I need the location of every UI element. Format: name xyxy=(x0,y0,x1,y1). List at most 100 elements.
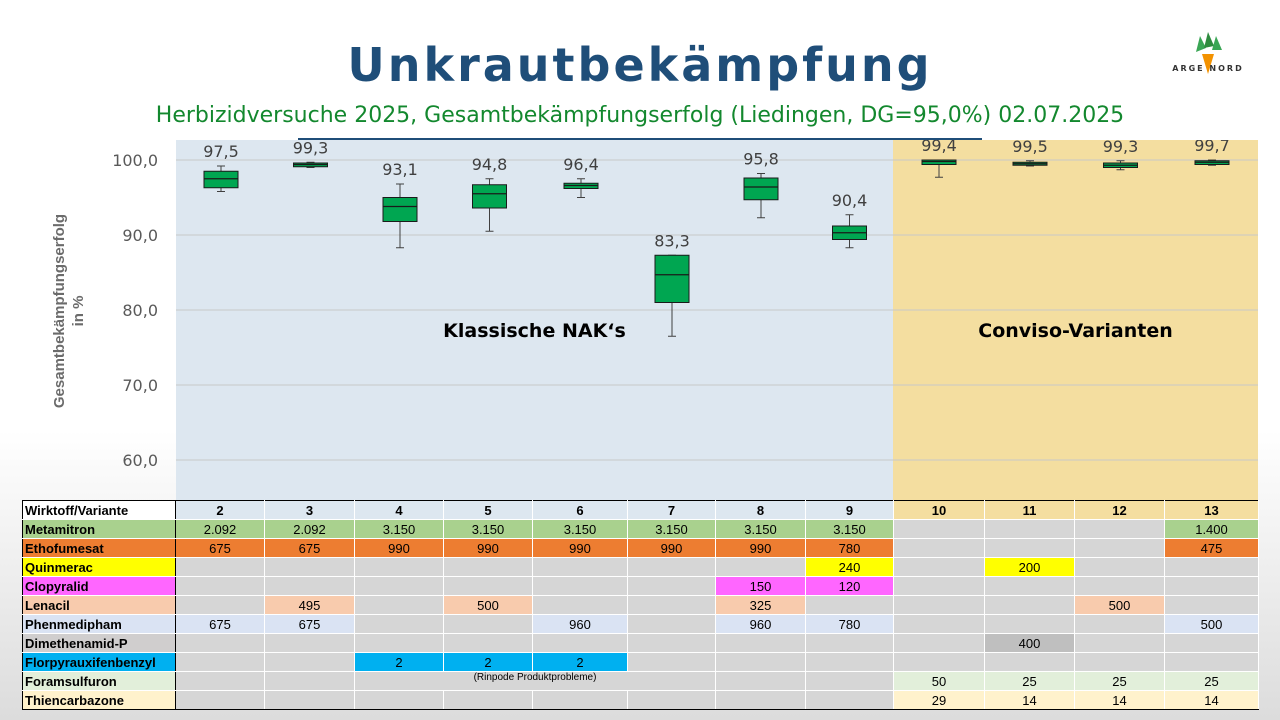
table-cell xyxy=(893,652,985,672)
table-cell xyxy=(805,671,894,691)
table-cell: 960 xyxy=(532,614,628,634)
table-cell: 500 xyxy=(1164,614,1259,634)
table-header-label: Wirktoff/Variante xyxy=(22,500,176,520)
table-row-label: Foramsulfuron xyxy=(22,671,176,691)
mean-label: 99,3 xyxy=(293,140,329,157)
table-cell xyxy=(805,633,894,653)
table-row: Clopyralid 150 120 xyxy=(22,576,1259,596)
page-subtitle: Herbizidversuche 2025, Gesamtbekämpfungs… xyxy=(155,103,1125,128)
box-2 xyxy=(203,165,239,192)
table-header-variant: 7 xyxy=(627,500,716,520)
table-cell xyxy=(443,690,533,710)
mean-label: 96,4 xyxy=(563,155,599,174)
table-cell xyxy=(264,633,355,653)
mean-label: 97,5 xyxy=(203,142,239,161)
table-cell xyxy=(627,595,716,615)
box-4 xyxy=(382,183,418,249)
page-title: Unkrautbekämpfung xyxy=(347,38,933,92)
table-cell: 990 xyxy=(443,538,533,558)
table-row: Dimethenamid-P 400 xyxy=(22,633,1259,653)
mean-label: 94,8 xyxy=(472,155,508,174)
box-5 xyxy=(472,178,507,232)
table-cell: 3.150 xyxy=(715,519,806,539)
table-cell xyxy=(1164,633,1259,653)
table-cell: 3.150 xyxy=(354,519,444,539)
table-cell: 475 xyxy=(1164,538,1259,558)
table-row-label: Clopyralid xyxy=(22,576,176,596)
table-cell: 25 xyxy=(984,671,1075,691)
table-cell xyxy=(264,690,355,710)
table-cell xyxy=(1074,538,1165,558)
table-cell: 2.092 xyxy=(175,519,265,539)
y-tick-label: 80,0 xyxy=(122,301,158,320)
table-cell xyxy=(715,557,806,577)
box xyxy=(654,254,690,303)
table-cell xyxy=(627,690,716,710)
table-cell xyxy=(532,690,628,710)
table-cell: 2 xyxy=(354,652,444,672)
table-cell: 675 xyxy=(175,614,265,634)
table-cell xyxy=(354,576,444,596)
box-7 xyxy=(654,254,690,337)
table-row-label: Ethofumesat xyxy=(22,538,176,558)
table-row: Florpyrauxifenbenzyl 2 2 2 xyxy=(22,652,1259,672)
table-row-label: Lenacil xyxy=(22,595,176,615)
table-row: Quinmerac 240 200 xyxy=(22,557,1259,577)
group-panel xyxy=(893,140,1258,500)
table-cell xyxy=(354,557,444,577)
table-cell xyxy=(443,633,533,653)
table-cell: 675 xyxy=(264,614,355,634)
y-tick-label: 70,0 xyxy=(122,376,158,395)
table-cell: 150 xyxy=(715,576,806,596)
table-cell xyxy=(354,595,444,615)
table-cell xyxy=(175,671,265,691)
table-cell xyxy=(1164,557,1259,577)
table-cell xyxy=(627,576,716,596)
table-cell: 990 xyxy=(715,538,806,558)
table-cell: 675 xyxy=(264,538,355,558)
table-cell xyxy=(443,557,533,577)
table-row-label: Florpyrauxifenbenzyl xyxy=(22,652,176,672)
table-cell xyxy=(354,614,444,634)
table-cell: 990 xyxy=(532,538,628,558)
box-12 xyxy=(1103,160,1138,171)
table-cell xyxy=(1074,633,1165,653)
mean-label: 99,4 xyxy=(921,140,957,155)
table-cell xyxy=(264,652,355,672)
box-11 xyxy=(1012,160,1048,167)
table-cell: 675 xyxy=(175,538,265,558)
table-cell: 780 xyxy=(805,614,894,634)
table-cell: 325 xyxy=(715,595,806,615)
table-cell xyxy=(443,576,533,596)
table-cell xyxy=(264,576,355,596)
table-cell xyxy=(264,557,355,577)
boxplot-chart: Klassische NAK‘s Conviso-Varianten 60,0 70,… xyxy=(112,140,1258,500)
mean-label: 99,3 xyxy=(1103,140,1139,156)
table-cell: 200 xyxy=(984,557,1075,577)
box xyxy=(472,184,507,209)
table-cell: 990 xyxy=(627,538,716,558)
active-ingredient-table: Wirktoff/Variante 2 3 4 5 6 7 8 9 10 11 12 13 Metamit… xyxy=(22,500,1259,710)
table-cell xyxy=(443,614,533,634)
title-divider xyxy=(298,138,982,140)
table-cell xyxy=(175,690,265,710)
table-cell: 240 xyxy=(805,557,894,577)
box-13 xyxy=(1194,159,1230,166)
table-header-variant: 11 xyxy=(984,500,1075,520)
table-cell xyxy=(532,633,628,653)
table-cell: 2 xyxy=(443,652,533,672)
table-cell: 960 xyxy=(715,614,806,634)
table-cell xyxy=(532,557,628,577)
table-cell xyxy=(175,576,265,596)
table-cell: 14 xyxy=(984,690,1075,710)
table-header-variant: 4 xyxy=(354,500,444,520)
table-header-variant: 3 xyxy=(264,500,355,520)
table-header-variant: 13 xyxy=(1164,500,1259,520)
table-cell xyxy=(805,690,894,710)
table-cell: 500 xyxy=(1074,595,1165,615)
table-row-label: Quinmerac xyxy=(22,557,176,577)
table-cell: 780 xyxy=(805,538,894,558)
table-cell xyxy=(175,557,265,577)
table-header-variant: 6 xyxy=(532,500,628,520)
table-cell xyxy=(264,671,355,691)
